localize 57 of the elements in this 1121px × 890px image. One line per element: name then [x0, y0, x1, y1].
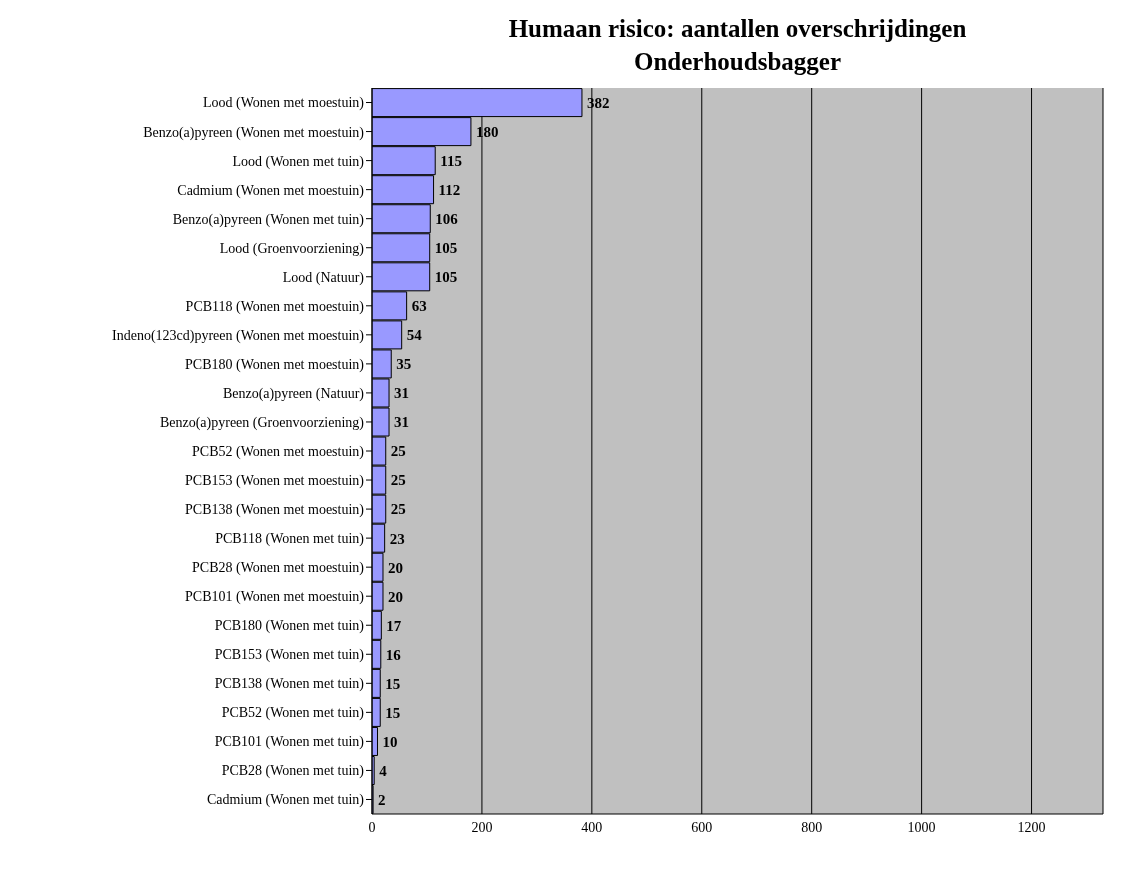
- y-tick-label: PCB138 (Wonen met tuin): [214, 676, 365, 693]
- x-tick-label: 600: [691, 819, 713, 835]
- y-tick-label: PCB153 (Wonen met tuin): [214, 647, 365, 664]
- y-tick-label: PCB153 (Wonen met moestuin): [185, 473, 365, 490]
- data-label: 31: [394, 414, 410, 431]
- y-tick-label: PCB180 (Wonen met moestuin): [185, 356, 365, 373]
- y-tick-label: PCB138 (Wonen met moestuin): [185, 502, 365, 519]
- data-label: 20: [387, 588, 403, 605]
- y-tick-label: PCB118 (Wonen met tuin): [215, 531, 365, 548]
- data-label: 115: [440, 152, 462, 169]
- data-label: 16: [385, 646, 402, 663]
- x-tick-label: 800: [801, 819, 823, 835]
- data-label: 10: [382, 733, 398, 750]
- data-label: 105: [434, 269, 458, 286]
- data-label: 112: [438, 182, 461, 199]
- data-label: 54: [406, 327, 423, 344]
- y-tick-label: Lood (Wonen met moestuin): [202, 95, 365, 112]
- data-label: 20: [387, 559, 403, 576]
- data-label: 63: [411, 298, 427, 315]
- x-tick-label: 200: [471, 819, 493, 835]
- data-label: 15: [385, 675, 401, 692]
- y-tick-label: Benzo(a)pyreen (Wonen met tuin): [172, 211, 365, 228]
- y-tick-label: Lood (Groenvoorziening): [219, 240, 365, 257]
- y-tick-label: Cadmium (Wonen met tuin): [206, 792, 365, 809]
- y-tick-label: Indeno(123cd)pyreen (Wonen met moestuin): [112, 327, 365, 344]
- data-label: 105: [434, 240, 458, 257]
- chart-title: Humaan risico: aantallen overschrijdingen: [507, 14, 968, 44]
- x-tick-label: 1200: [1017, 819, 1046, 835]
- data-label: 4: [379, 762, 388, 779]
- y-tick-label: Benzo(a)pyreen (Natuur): [222, 385, 365, 402]
- y-tick-label: PCB101 (Wonen met moestuin): [185, 589, 365, 606]
- data-label: 23: [389, 530, 405, 547]
- y-tick-label: PCB52 (Wonen met tuin): [221, 705, 365, 722]
- y-tick-label: PCB28 (Wonen met tuin): [221, 763, 365, 780]
- y-tick-label: Cadmium (Wonen met moestuin): [177, 182, 365, 199]
- x-tick-label: 400: [581, 819, 603, 835]
- data-label: 15: [385, 704, 401, 721]
- data-label: 25: [390, 501, 406, 518]
- x-tick-label: 1000: [907, 819, 936, 835]
- y-tick-label: PCB52 (Wonen met moestuin): [192, 443, 365, 460]
- y-tick-label: Benzo(a)pyreen (Groenvoorziening): [159, 414, 365, 431]
- y-tick-label: Lood (Wonen met tuin): [232, 153, 365, 170]
- y-tick-label: Lood (Natuur): [282, 269, 365, 286]
- data-label: 31: [394, 385, 410, 402]
- chart-subtitle: Onderhoudsbagger: [633, 47, 842, 77]
- data-label: 17: [386, 617, 402, 634]
- data-label: 25: [390, 472, 406, 489]
- data-label: 25: [390, 443, 406, 460]
- y-tick-label: PCB118 (Wonen met moestuin): [185, 298, 365, 315]
- y-tick-label: PCB101 (Wonen met tuin): [214, 734, 365, 751]
- y-tick-label: Benzo(a)pyreen (Wonen met moestuin): [143, 124, 365, 141]
- x-tick-label: 0: [368, 819, 376, 835]
- data-label: 106: [435, 211, 459, 228]
- y-tick-label: PCB28 (Wonen met moestuin): [192, 560, 365, 577]
- data-label: 35: [396, 356, 412, 373]
- y-tick-label: PCB180 (Wonen met tuin): [214, 618, 365, 635]
- data-label: 2: [378, 791, 386, 808]
